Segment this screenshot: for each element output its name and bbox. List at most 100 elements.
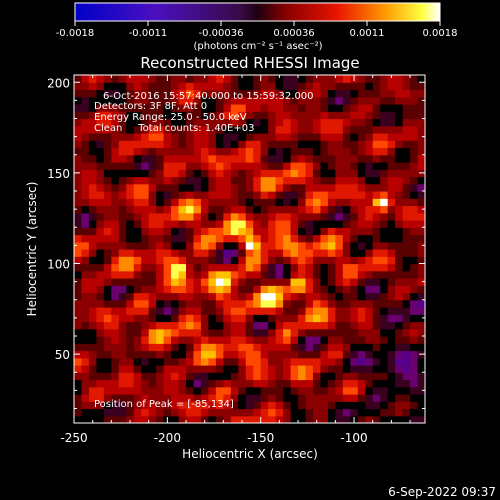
heatmap-cell (141, 118, 150, 127)
heatmap-cell (402, 227, 411, 236)
heatmap-cell (268, 227, 277, 236)
heatmap-cell (118, 241, 127, 250)
heatmap-cell (208, 365, 217, 373)
heatmap-cell (402, 372, 411, 381)
heatmap-cell (253, 401, 262, 410)
heatmap-cell (88, 249, 98, 257)
heatmap-cell (268, 372, 277, 381)
heatmap-cell (410, 256, 419, 265)
heatmap-cell (223, 140, 232, 149)
heatmap-cell (111, 227, 120, 236)
heatmap-cell (215, 357, 224, 366)
heatmap-cell (156, 343, 165, 352)
heatmap-cell (163, 220, 172, 228)
heatmap-cell (365, 169, 374, 178)
heatmap-cell (126, 82, 135, 91)
heatmap-cell (327, 183, 336, 192)
heatmap-cell (365, 372, 374, 381)
heatmap-cell (178, 198, 187, 207)
heatmap-cell (208, 328, 217, 337)
heatmap-cell (387, 162, 396, 170)
heatmap-cell (305, 249, 314, 257)
heatmap-cell (163, 350, 172, 359)
heatmap-cell (111, 365, 120, 373)
heatmap-cell (327, 270, 336, 279)
heatmap-cell (320, 118, 329, 127)
heatmap-cell (305, 386, 314, 395)
heatmap-cell (156, 415, 165, 423)
heatmap-cell (208, 205, 217, 214)
heatmap-cell (410, 234, 419, 243)
heatmap-cell (253, 386, 262, 395)
heatmap-cell (372, 386, 381, 395)
heatmap-cell (148, 401, 157, 410)
heatmap-cell (290, 154, 299, 163)
heatmap-cell (312, 314, 322, 323)
heatmap-cell (208, 111, 217, 120)
heatmap-cell (372, 415, 381, 423)
heatmap-cell (74, 118, 83, 127)
heatmap-cell (156, 191, 165, 199)
heatmap-cell (417, 278, 425, 286)
heatmap-cell (186, 401, 195, 410)
heatmap-cell (238, 212, 247, 221)
heatmap-cell (260, 82, 269, 91)
heatmap-cell (245, 176, 254, 185)
heatmap-cell (402, 133, 411, 141)
colorbar-ticks: -0.0018 -0.0011 -0.00036 0.00036 0.0011 0.001… (56, 21, 458, 39)
heatmap-cell (148, 162, 157, 170)
heatmap-cell (238, 278, 247, 286)
heatmap-cell (238, 386, 247, 395)
heatmap-cell (200, 328, 210, 337)
heatmap-cell (320, 96, 329, 105)
heatmap-cell (283, 372, 292, 381)
heatmap-cell (402, 394, 411, 402)
heatmap-cell (171, 372, 180, 381)
heatmap-cell (133, 328, 142, 337)
heatmap-cell (111, 314, 120, 323)
heatmap-cell (245, 96, 254, 105)
heatmap-cell (312, 350, 322, 359)
heatmap-cell (208, 299, 217, 308)
heatmap-cell (283, 256, 292, 265)
heatmap-cell (365, 118, 374, 127)
heatmap-cell (290, 386, 299, 395)
heatmap-cell (215, 343, 224, 352)
heatmap-cell (208, 408, 217, 417)
heatmap-cell (81, 176, 90, 185)
heatmap-cell (141, 89, 150, 98)
heatmap-cell (380, 365, 389, 373)
heatmap-cell (365, 147, 374, 156)
timestamp: 6-Sep-2022 09:37 (388, 485, 496, 499)
heatmap-cell (111, 278, 120, 286)
heatmap-cell (335, 321, 344, 330)
heatmap-cell (305, 299, 314, 308)
heatmap-cell (260, 227, 269, 236)
heatmap-cell (298, 314, 307, 323)
heatmap-cell (126, 314, 135, 323)
heatmap-cell (96, 111, 105, 120)
heatmap-cell (312, 372, 322, 381)
heatmap-cell (148, 75, 157, 83)
heatmap-cell (208, 176, 217, 185)
heatmap-cell (103, 162, 112, 170)
heatmap-cell (156, 365, 165, 373)
heatmap-cell (74, 212, 83, 221)
heatmap-cell (275, 176, 284, 185)
colorbar-tick-label: -0.00036 (199, 28, 244, 39)
heatmap-cell (171, 212, 180, 221)
heatmap-cell (365, 82, 374, 91)
heatmap-cell (208, 220, 217, 228)
heatmap-cell (163, 299, 172, 308)
heatmap-cell (238, 198, 247, 207)
heatmap-cell (126, 249, 135, 257)
heatmap-cell (223, 299, 232, 308)
heatmap-cell (74, 191, 83, 199)
heatmap-cell (275, 162, 284, 170)
heatmap-cell (350, 278, 359, 286)
heatmap-cell (395, 249, 404, 257)
heatmap-cell (74, 205, 83, 214)
heatmap-cell (88, 321, 98, 330)
heatmap-cell (417, 198, 425, 207)
heatmap-cell (171, 357, 180, 366)
